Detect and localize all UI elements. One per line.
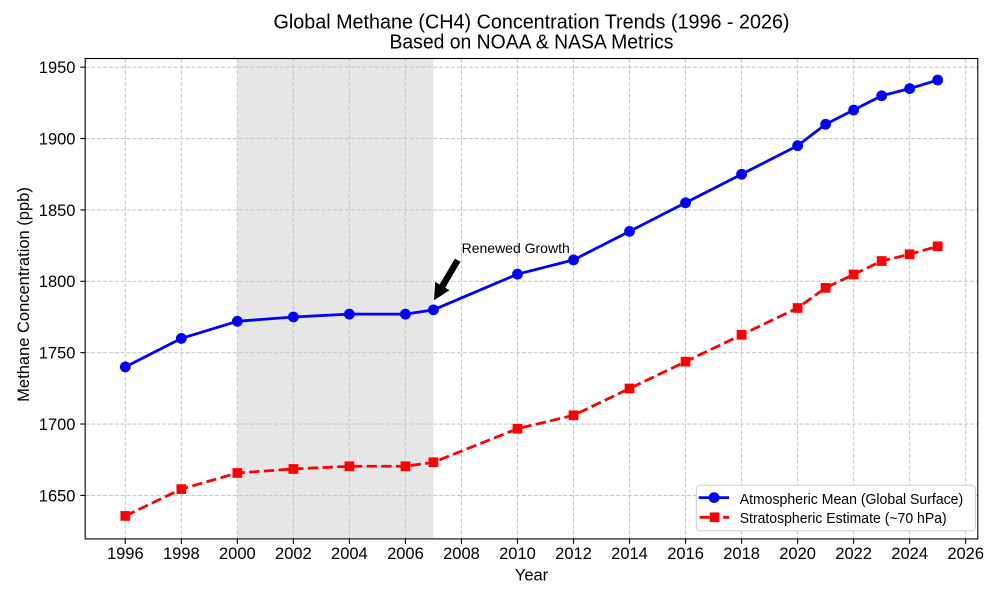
svg-text:Atmospheric Mean (Global Surfa: Atmospheric Mean (Global Surface): [740, 491, 964, 508]
svg-text:1996: 1996: [107, 545, 144, 563]
svg-text:1900: 1900: [39, 130, 76, 148]
svg-text:1800: 1800: [39, 273, 76, 291]
svg-text:1850: 1850: [39, 202, 76, 220]
svg-text:2008: 2008: [443, 545, 480, 563]
svg-text:1700: 1700: [39, 416, 76, 434]
svg-text:Global Methane (CH4) Concentra: Global Methane (CH4) Concentration Trend…: [274, 12, 790, 34]
svg-text:2012: 2012: [555, 545, 592, 563]
svg-text:2000: 2000: [219, 545, 256, 563]
svg-text:2016: 2016: [667, 545, 704, 563]
svg-text:2004: 2004: [331, 545, 368, 563]
svg-text:2002: 2002: [275, 545, 312, 563]
svg-text:Stratospheric Estimate (~70 hP: Stratospheric Estimate (~70 hPa): [740, 510, 947, 527]
svg-text:Methane Concentration (ppb): Methane Concentration (ppb): [15, 187, 33, 402]
svg-text:2018: 2018: [723, 545, 760, 563]
svg-text:2006: 2006: [387, 545, 424, 563]
svg-text:2014: 2014: [611, 545, 648, 563]
svg-text:2020: 2020: [779, 545, 816, 563]
svg-text:1950: 1950: [39, 59, 76, 77]
svg-text:Year: Year: [515, 566, 549, 584]
svg-text:1998: 1998: [163, 545, 200, 563]
svg-text:2022: 2022: [835, 545, 872, 563]
svg-text:2010: 2010: [499, 545, 536, 563]
svg-text:2024: 2024: [891, 545, 928, 563]
svg-text:1650: 1650: [39, 487, 76, 505]
svg-text:1750: 1750: [39, 345, 76, 363]
svg-text:2026: 2026: [947, 545, 984, 563]
svg-text:Based on NOAA & NASA Metrics: Based on NOAA & NASA Metrics: [390, 31, 674, 53]
svg-text:Renewed Growth: Renewed Growth: [462, 240, 570, 256]
